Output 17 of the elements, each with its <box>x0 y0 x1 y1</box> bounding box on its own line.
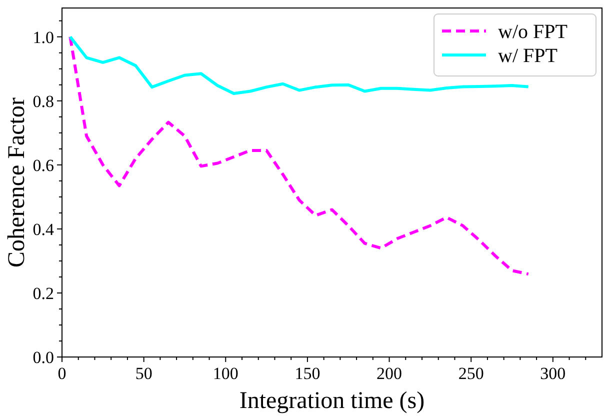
x-tick-label: 150 <box>294 364 320 383</box>
legend-label: w/ FPT <box>498 45 558 67</box>
x-axis-title: Integration time (s) <box>239 388 425 414</box>
x-tick-label: 300 <box>540 364 566 383</box>
x-tick-label: 250 <box>458 364 484 383</box>
x-tick-label: 0 <box>58 364 66 383</box>
legend-label: w/o FPT <box>498 21 568 43</box>
y-tick-label: 0.0 <box>32 348 54 367</box>
y-tick-label: 0.4 <box>32 220 54 239</box>
y-tick-label: 1.0 <box>32 28 54 47</box>
y-tick-label: 0.6 <box>32 156 54 175</box>
x-tick-label: 50 <box>135 364 152 383</box>
x-tick-label: 200 <box>376 364 402 383</box>
y-tick-label: 0.8 <box>32 92 54 111</box>
y-tick-label: 0.2 <box>32 284 54 303</box>
x-tick-label: 100 <box>212 364 238 383</box>
y-axis-title: Coherence Factor <box>4 98 30 268</box>
